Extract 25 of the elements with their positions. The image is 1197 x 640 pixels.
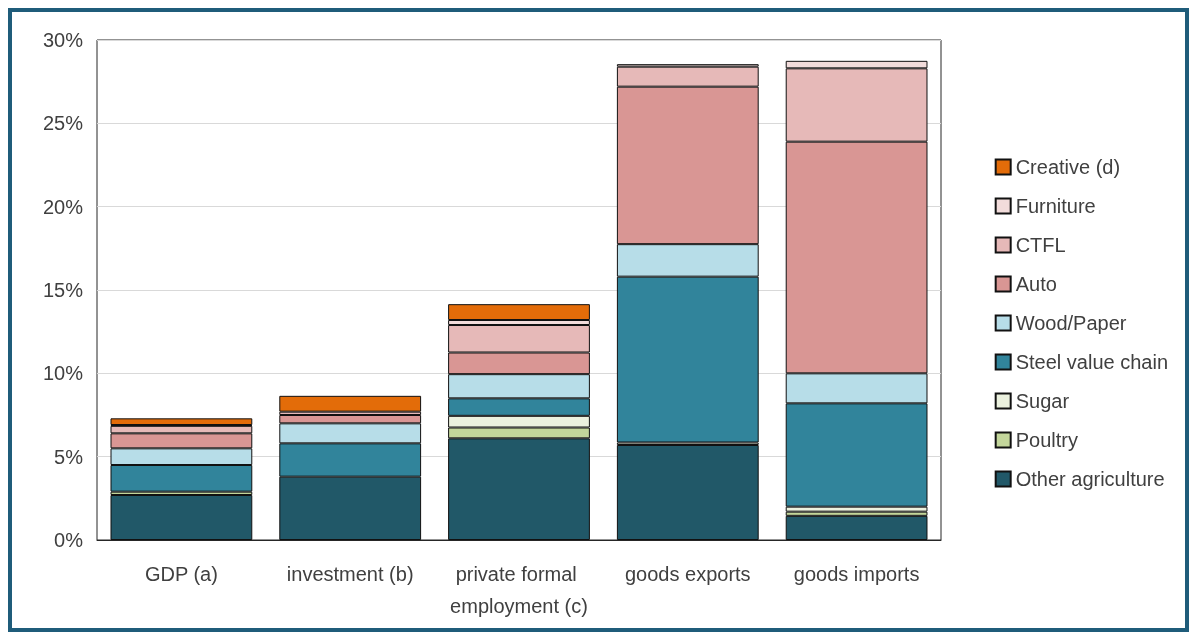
x-tick-label: investment (b) bbox=[286, 563, 414, 585]
x-tick-label: goods imports bbox=[793, 563, 920, 585]
legend-label: Steel value chain bbox=[1015, 351, 1168, 373]
bar bbox=[279, 395, 422, 412]
legend-label: Sugar bbox=[1015, 390, 1070, 412]
bar bbox=[110, 495, 253, 540]
bar bbox=[616, 445, 759, 540]
x-tick-label: GDP (a) bbox=[144, 563, 218, 585]
y-tick-label: 25% bbox=[42, 112, 84, 135]
x-tick-label: goods exports bbox=[624, 563, 751, 585]
legend-label: Other agriculture bbox=[1015, 468, 1165, 490]
legend-label: Furniture bbox=[1015, 195, 1096, 217]
legend-label: Auto bbox=[1015, 273, 1057, 295]
legend-label: Poultry bbox=[1015, 429, 1078, 451]
y-tick-label: 0% bbox=[54, 529, 84, 551]
bar bbox=[785, 515, 928, 540]
y-tick-label: 30% bbox=[42, 29, 84, 51]
x-tick-label: private formal employment (c) bbox=[450, 563, 588, 617]
y-tick-label: 20% bbox=[42, 195, 84, 218]
y-tick-label: 10% bbox=[42, 362, 84, 385]
y-tick-label: 15% bbox=[42, 279, 84, 301]
legend-label: Creative (d) bbox=[1015, 156, 1121, 178]
legend-label: Wood/Paper bbox=[1015, 312, 1127, 334]
y-tick-label: 5% bbox=[54, 445, 84, 468]
legend-label: CTFL bbox=[1015, 234, 1066, 256]
